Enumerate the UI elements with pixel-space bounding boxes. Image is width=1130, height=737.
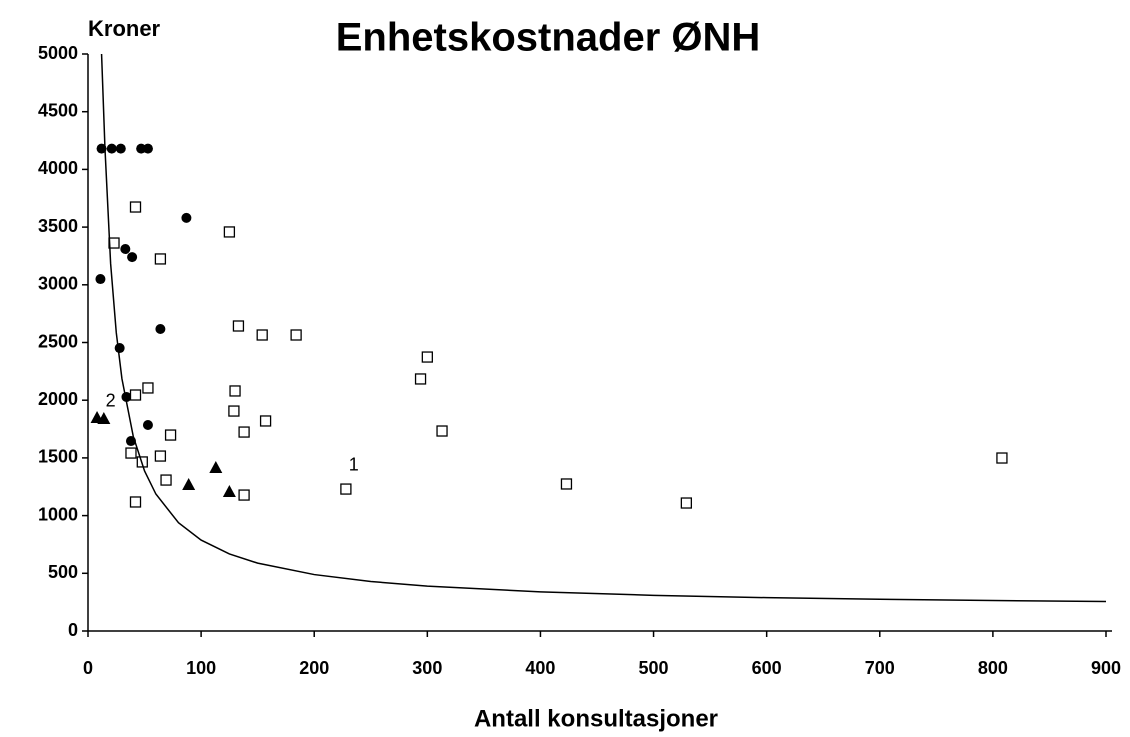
x-tick-label: 700 bbox=[865, 658, 895, 678]
point bbox=[164, 429, 177, 441]
point bbox=[436, 425, 448, 437]
point bbox=[232, 320, 245, 332]
y-tick-label: 3000 bbox=[38, 274, 78, 294]
point bbox=[154, 253, 167, 265]
point bbox=[121, 391, 132, 402]
point bbox=[129, 389, 142, 401]
point bbox=[560, 478, 573, 490]
point bbox=[222, 484, 236, 497]
y-tick-label: 0 bbox=[68, 620, 78, 640]
y-tick-label: 5000 bbox=[38, 43, 78, 63]
point bbox=[142, 143, 153, 154]
point bbox=[340, 483, 352, 495]
point bbox=[259, 415, 272, 427]
chart-title: Enhetskostnader ØNH bbox=[336, 16, 761, 60]
point bbox=[238, 426, 250, 438]
y-tick-label: 4000 bbox=[38, 158, 78, 178]
point bbox=[238, 489, 250, 501]
x-tick-label: 600 bbox=[752, 658, 782, 678]
annotation: 1 bbox=[349, 455, 359, 475]
point bbox=[115, 143, 126, 154]
point bbox=[155, 323, 166, 334]
point bbox=[209, 461, 223, 474]
y-axis-label: Kroner bbox=[88, 16, 161, 41]
x-tick-label: 0 bbox=[83, 658, 93, 678]
point bbox=[680, 497, 693, 509]
point bbox=[125, 447, 137, 459]
y-tick-label: 2500 bbox=[38, 331, 78, 351]
x-tick-label: 900 bbox=[1091, 658, 1121, 678]
point bbox=[96, 143, 107, 154]
x-tick-label: 200 bbox=[299, 658, 329, 678]
x-tick-label: 100 bbox=[186, 658, 216, 678]
annotation: 2 bbox=[106, 391, 116, 411]
y-tick-label: 3500 bbox=[38, 216, 78, 236]
point bbox=[181, 212, 192, 223]
y-tick-label: 500 bbox=[48, 562, 78, 582]
point bbox=[154, 450, 167, 462]
y-tick-label: 1000 bbox=[38, 504, 78, 524]
point bbox=[229, 385, 241, 397]
x-axis-label: Antall konsultasjoner bbox=[474, 705, 718, 732]
y-tick-label: 1500 bbox=[38, 447, 78, 467]
x-tick-label: 800 bbox=[978, 658, 1008, 678]
x-tick-label: 400 bbox=[525, 658, 555, 678]
point bbox=[290, 329, 302, 341]
point bbox=[142, 382, 154, 394]
y-tick-label: 2000 bbox=[38, 389, 78, 409]
point bbox=[223, 226, 236, 238]
point bbox=[127, 252, 138, 263]
point bbox=[256, 329, 268, 341]
point bbox=[414, 373, 427, 385]
point bbox=[996, 452, 1008, 464]
point bbox=[182, 478, 196, 491]
point bbox=[106, 143, 117, 154]
point bbox=[421, 351, 433, 363]
point bbox=[97, 412, 111, 425]
point bbox=[160, 474, 172, 486]
point bbox=[142, 420, 153, 431]
point bbox=[95, 274, 106, 285]
y-tick-label: 4500 bbox=[38, 100, 78, 120]
point bbox=[129, 201, 142, 213]
point bbox=[120, 244, 131, 255]
point bbox=[129, 496, 142, 508]
curve bbox=[100, 53, 1107, 603]
x-tick-label: 300 bbox=[412, 658, 442, 678]
point bbox=[228, 405, 240, 417]
x-tick-label: 500 bbox=[639, 658, 669, 678]
point bbox=[114, 343, 125, 354]
